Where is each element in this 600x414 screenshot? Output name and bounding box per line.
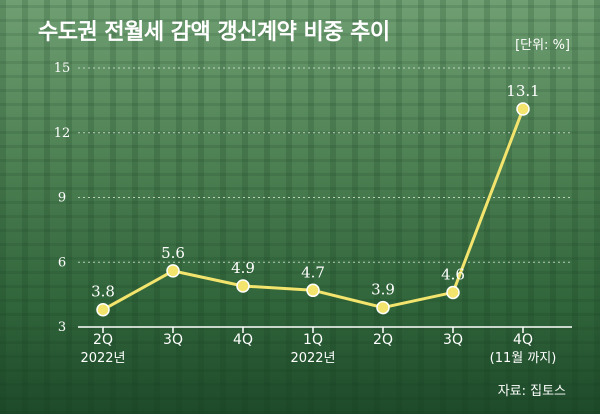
data-point	[376, 300, 390, 315]
x-tick-label: 4Q	[513, 332, 533, 348]
x-tick-label: 1Q	[303, 332, 323, 348]
data-point	[166, 264, 180, 278]
data-point	[516, 102, 530, 116]
data-point	[306, 283, 320, 298]
x-tick-label: 2Q	[93, 332, 113, 348]
y-tick-label: 3	[58, 320, 66, 335]
y-tick-label: 12	[54, 126, 71, 141]
y-tick-label: 6	[58, 255, 66, 270]
data-label: 3.9	[371, 281, 395, 299]
data-point	[446, 285, 460, 300]
x-tick-sublabel: 2022년	[80, 351, 125, 366]
data-label: 4.7	[301, 263, 325, 281]
y-tick-label: 9	[58, 191, 66, 206]
chart-title: 수도권 전월세 감액 갱신계약 비중 추이	[38, 20, 390, 45]
data-point	[96, 302, 110, 317]
x-tick-label: 3Q	[443, 332, 463, 348]
data-label: 3.8	[91, 283, 115, 301]
source-label: 자료: 집토스	[497, 384, 566, 399]
unit-label: [단위: %]	[515, 38, 570, 53]
data-point	[236, 279, 250, 293]
data-label: 5.6	[161, 244, 185, 262]
data-label: 13.1	[506, 82, 539, 100]
x-tick-label: 3Q	[163, 332, 183, 348]
data-label: 4.9	[231, 259, 255, 277]
x-tick-label: 2Q	[373, 332, 393, 348]
y-tick-label: 15	[54, 61, 71, 76]
x-tick-sublabel: (11월 까지)	[490, 351, 557, 366]
x-tick-sublabel: 2022년	[290, 351, 335, 366]
data-label: 4.6	[441, 265, 465, 283]
x-tick-label: 4Q	[233, 332, 253, 348]
